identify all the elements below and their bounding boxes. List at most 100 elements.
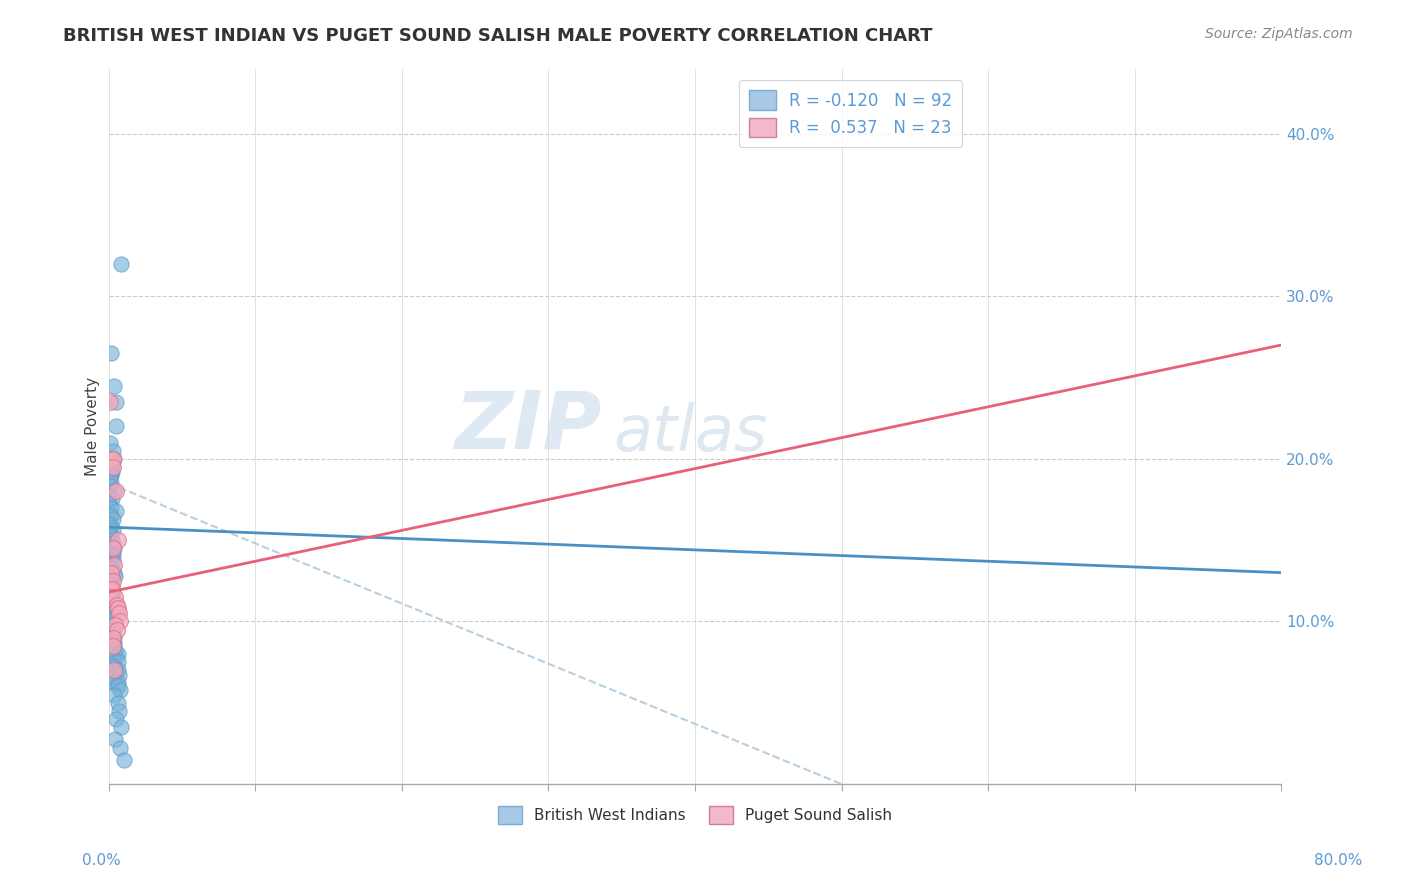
Point <box>103 625 125 640</box>
Point <box>101 623 124 637</box>
Point <box>101 541 124 556</box>
Point <box>107 601 129 615</box>
Point <box>105 712 128 726</box>
Point <box>98 577 121 591</box>
Point <box>103 631 125 645</box>
Point <box>110 615 132 629</box>
Point <box>112 753 135 767</box>
Point <box>103 554 125 568</box>
Y-axis label: Male Poverty: Male Poverty <box>86 376 100 475</box>
Point <box>101 642 124 657</box>
Point <box>100 476 122 491</box>
Point <box>100 590 122 604</box>
Point <box>98 558 121 572</box>
Point <box>101 459 124 474</box>
Point <box>101 562 124 576</box>
Point <box>100 566 122 580</box>
Point <box>103 617 125 632</box>
Point <box>103 566 125 580</box>
Point <box>105 395 128 409</box>
Point <box>105 598 128 612</box>
Point <box>108 682 131 697</box>
Point <box>108 607 131 621</box>
Point <box>100 530 122 544</box>
Point <box>103 541 125 556</box>
Point <box>97 487 120 501</box>
Point <box>100 617 122 632</box>
Text: Source: ZipAtlas.com: Source: ZipAtlas.com <box>1205 27 1353 41</box>
Point <box>101 585 124 599</box>
Point <box>103 663 125 677</box>
Point <box>107 533 129 548</box>
Point <box>101 536 124 550</box>
Point <box>98 435 121 450</box>
Point <box>98 479 121 493</box>
Point <box>101 579 124 593</box>
Point <box>105 484 128 499</box>
Point <box>100 609 122 624</box>
Point <box>100 508 122 523</box>
Point <box>105 504 128 518</box>
Text: ZIP: ZIP <box>454 387 602 466</box>
Point <box>100 607 122 621</box>
Point <box>100 520 122 534</box>
Point <box>101 549 124 564</box>
Point <box>101 634 124 648</box>
Point <box>104 666 127 681</box>
Text: 80.0%: 80.0% <box>1315 854 1362 868</box>
Point <box>101 671 124 685</box>
Point <box>110 720 132 734</box>
Point <box>101 451 124 466</box>
Point <box>101 574 124 588</box>
Point <box>103 688 125 702</box>
Point <box>107 647 129 661</box>
Point <box>98 582 121 596</box>
Point <box>101 615 124 629</box>
Point <box>103 639 125 653</box>
Point <box>98 590 121 604</box>
Point <box>103 451 125 466</box>
Point <box>101 674 124 689</box>
Point <box>98 574 121 588</box>
Point <box>100 500 122 515</box>
Point <box>100 658 122 673</box>
Point <box>104 619 127 633</box>
Point <box>104 644 127 658</box>
Point <box>98 582 121 596</box>
Point <box>104 569 127 583</box>
Point <box>97 546 120 560</box>
Point <box>100 451 122 466</box>
Point <box>101 524 124 538</box>
Point <box>98 455 121 469</box>
Point <box>107 676 129 690</box>
Point <box>98 395 121 409</box>
Point <box>107 680 129 694</box>
Point <box>107 663 129 677</box>
Point <box>100 533 122 548</box>
Point <box>104 590 127 604</box>
Point <box>103 660 125 674</box>
Point <box>107 704 129 718</box>
Point <box>101 631 124 645</box>
Point <box>98 496 121 510</box>
Point <box>103 558 125 572</box>
Point <box>104 731 127 746</box>
Point <box>100 471 122 485</box>
Point <box>100 468 122 483</box>
Point <box>101 492 124 507</box>
Point <box>100 570 122 584</box>
Point <box>103 484 125 499</box>
Point <box>107 623 129 637</box>
Point <box>110 257 132 271</box>
Legend: British West Indians, Puget Sound Salish: British West Indians, Puget Sound Salish <box>492 800 898 830</box>
Point <box>101 652 124 666</box>
Point <box>103 459 125 474</box>
Point <box>107 696 129 710</box>
Point <box>97 552 120 566</box>
Point <box>101 544 124 558</box>
Point <box>97 561 120 575</box>
Text: atlas: atlas <box>613 402 768 465</box>
Point <box>101 512 124 526</box>
Point <box>104 419 127 434</box>
Point <box>101 603 124 617</box>
